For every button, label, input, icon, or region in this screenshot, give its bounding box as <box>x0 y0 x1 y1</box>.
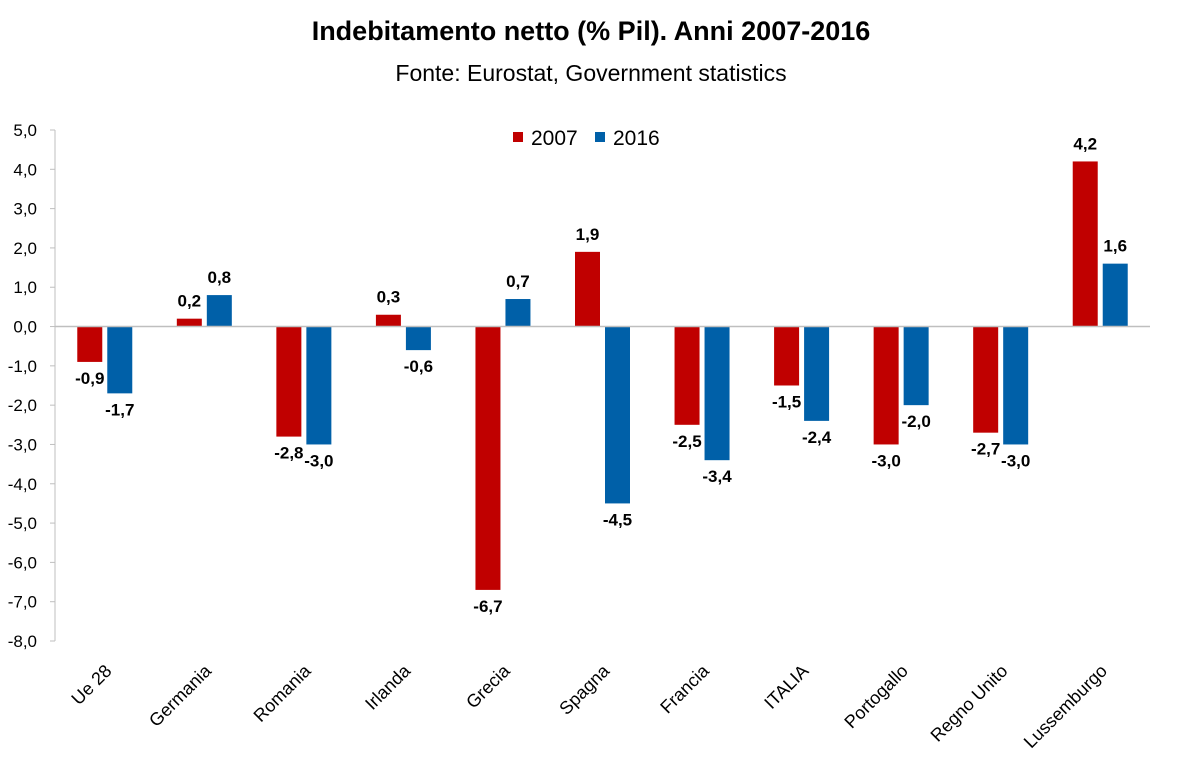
y-tick-label: 2,0 <box>13 239 37 258</box>
data-label-2016: -0,6 <box>404 357 433 376</box>
y-tick-label: -5,0 <box>8 514 37 533</box>
data-label-2016: 0,8 <box>207 268 231 287</box>
data-label-2007: -3,0 <box>871 451 900 470</box>
data-label-2016: -2,0 <box>901 412 930 431</box>
bar-2016 <box>903 326 929 406</box>
data-label-2016: -4,5 <box>603 510 632 529</box>
bar-2007 <box>674 326 700 425</box>
x-category-label: Lussemburgo <box>1020 661 1111 752</box>
bar-2016 <box>505 299 531 327</box>
y-tick-label: 3,0 <box>13 200 37 219</box>
x-category-label: Irlanda <box>361 660 415 714</box>
x-category-label: Romania <box>250 660 316 726</box>
y-tick-label: -1,0 <box>8 357 37 376</box>
legend-label-2016: 2016 <box>613 127 660 150</box>
data-label-2007: 0,3 <box>377 288 401 307</box>
bar-2016 <box>107 326 133 394</box>
bar-2016 <box>704 326 730 461</box>
data-label-2007: 4,2 <box>1073 134 1097 153</box>
bar-2016 <box>1003 326 1029 445</box>
y-tick-label: 1,0 <box>13 278 37 297</box>
y-tick-label: -8,0 <box>8 632 37 651</box>
data-label-2007: -2,7 <box>971 440 1000 459</box>
data-label-2016: 1,6 <box>1103 237 1127 256</box>
x-category-label: ITALIA <box>760 661 812 713</box>
bar-2016 <box>306 326 332 445</box>
data-label-2007: -1,5 <box>772 393 801 412</box>
bar-2016 <box>206 295 232 327</box>
bar-2007 <box>375 314 401 327</box>
data-label-2007: -6,7 <box>473 597 502 616</box>
data-label-2016: -3,4 <box>702 467 732 486</box>
x-category-label: Germania <box>145 660 216 731</box>
data-label-2016: 0,7 <box>506 272 530 291</box>
data-label-2007: -2,8 <box>274 444 303 463</box>
bar-2016 <box>804 326 830 421</box>
bar-2007 <box>176 318 202 327</box>
legend-label-2007: 2007 <box>531 127 578 150</box>
y-tick-label: -7,0 <box>8 593 37 612</box>
data-label-2007: -2,5 <box>672 432 701 451</box>
y-tick-label: -6,0 <box>8 553 37 572</box>
data-label-2016: -2,4 <box>802 428 832 447</box>
bar-2007 <box>774 326 800 386</box>
bar-2007 <box>1072 161 1098 327</box>
y-tick-label: -4,0 <box>8 475 37 494</box>
data-label-2007: -0,9 <box>75 369 104 388</box>
bar-2007 <box>276 326 302 437</box>
bar-2007 <box>475 326 501 590</box>
y-tick-label: 0,0 <box>13 318 37 337</box>
y-tick-label: 4,0 <box>13 160 37 179</box>
y-tick-label: 5,0 <box>13 121 37 140</box>
data-label-2016: -3,0 <box>1001 451 1030 470</box>
y-tick-label: -2,0 <box>8 396 37 415</box>
bar-2007 <box>77 326 103 362</box>
bar-2007 <box>575 251 600 327</box>
chart-title: Indebitamento netto (% Pil). Anni 2007-2… <box>311 16 871 46</box>
chart-subtitle: Fonte: Eurostat, Government statistics <box>395 60 787 86</box>
bar-2016 <box>405 326 431 351</box>
x-category-label: Spagna <box>555 660 614 719</box>
bar-2016 <box>1102 263 1128 327</box>
x-category-label: Portogallo <box>841 661 912 732</box>
data-label-2007: 0,2 <box>177 292 201 311</box>
y-tick-label: -3,0 <box>8 435 37 454</box>
legend-swatch-2007 <box>513 132 523 142</box>
x-category-label: Regno Unito <box>927 661 1012 746</box>
data-label-2007: 1,9 <box>576 225 600 244</box>
data-label-2016: -1,7 <box>105 400 134 419</box>
x-category-label: Francia <box>656 660 713 717</box>
bar-2007 <box>973 326 999 433</box>
x-category-label: Grecia <box>462 660 514 712</box>
bar-2016 <box>605 326 630 504</box>
legend-swatch-2016 <box>595 132 605 142</box>
bar-2007 <box>873 326 899 445</box>
x-category-label: Ue 28 <box>67 661 115 709</box>
data-label-2016: -3,0 <box>304 451 333 470</box>
